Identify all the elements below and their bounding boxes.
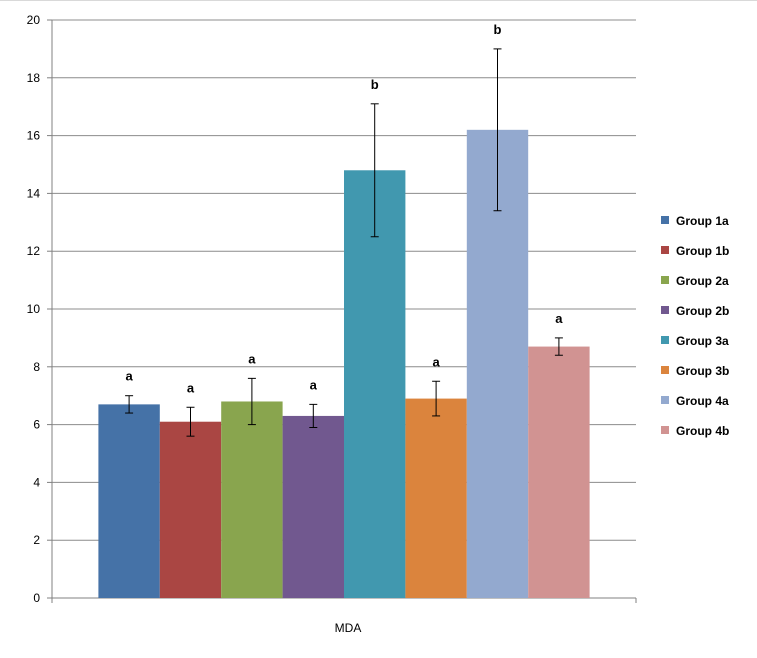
legend-swatch (661, 336, 669, 344)
legend-swatch (661, 276, 669, 284)
significance-label: b (371, 77, 379, 92)
legend-swatch (661, 366, 669, 374)
y-tick-label: 6 (33, 418, 40, 432)
y-tick-label: 16 (27, 129, 41, 143)
significance-label: a (125, 369, 133, 384)
legend-swatch (661, 216, 669, 224)
bar-group-2a (221, 401, 283, 598)
legend-label: Group 1b (676, 244, 729, 258)
significance-label: a (187, 380, 195, 395)
bar-group-1a (98, 404, 160, 598)
significance-label: a (555, 311, 563, 326)
bar-group-2b (282, 415, 344, 598)
significance-label: a (310, 377, 318, 392)
y-tick-label: 18 (27, 71, 41, 85)
y-tick-label: 14 (27, 186, 41, 200)
bar-group-3a (344, 170, 406, 598)
y-tick-label: 2 (33, 533, 40, 547)
legend-swatch (661, 396, 669, 404)
bar-group-4b (528, 346, 590, 598)
bars (98, 129, 590, 598)
y-tick-label: 4 (33, 475, 40, 489)
top-border (0, 0, 757, 1)
legend-swatch (661, 306, 669, 314)
significance-label: a (432, 354, 440, 369)
legend-label: Group 4a (676, 394, 729, 408)
legend-label: Group 3a (676, 334, 729, 348)
legend-label: Group 3b (676, 364, 729, 378)
significance-label: b (494, 22, 502, 37)
bar-group-3b (405, 398, 467, 598)
significance-label: a (248, 351, 256, 366)
y-tick-label: 10 (27, 302, 41, 316)
legend-label: Group 2a (676, 274, 729, 288)
legend-swatch (661, 426, 669, 434)
legend-label: Group 2b (676, 304, 729, 318)
y-tick-labels: 0 2 4 6 8 10 12 14 16 18 20 (27, 13, 41, 605)
legend: Group 1a Group 1b Group 2a Group 2b Group 3a… (661, 214, 729, 438)
x-axis-category-label: MDA (335, 621, 362, 635)
y-tick-label: 0 (33, 591, 40, 605)
bar-group-1b (159, 421, 222, 598)
legend-label: Group 1a (676, 214, 729, 228)
legend-swatch (661, 246, 669, 254)
y-tick-label: 20 (27, 13, 41, 27)
y-tick-label: 8 (33, 360, 40, 374)
legend-label: Group 4b (676, 424, 729, 438)
error-bars (125, 48, 563, 437)
significance-labels: a a a a b a b a (125, 22, 563, 395)
y-tick-label: 12 (27, 244, 41, 258)
